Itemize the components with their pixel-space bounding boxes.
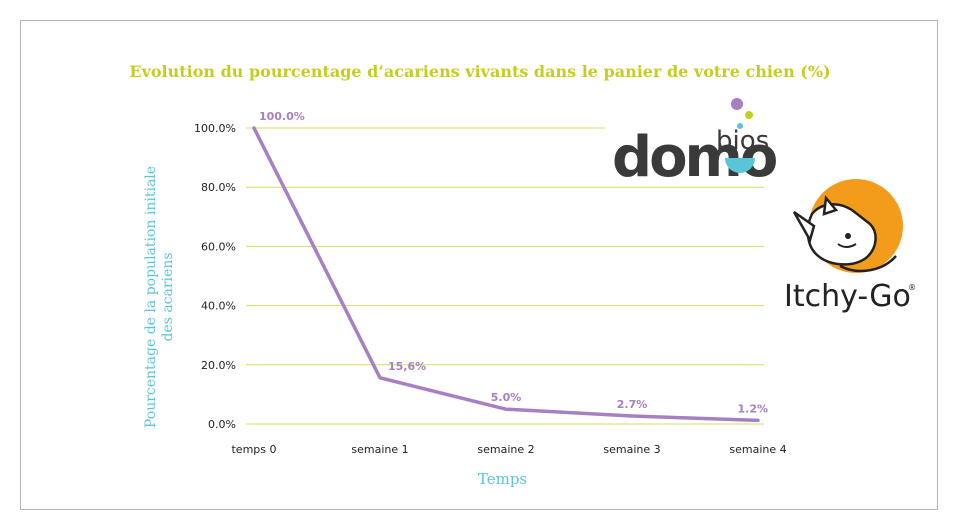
y-tick-label: 0.0%: [208, 418, 236, 431]
domobios-logo: domo bios: [612, 96, 787, 180]
x-axis-ticks: temps 0 semaine 1 semaine 2 semaine 3 semain…: [231, 443, 786, 456]
dog-mouth-icon: [837, 243, 857, 248]
y-axis-ticks: 0.0% 20.0% 40.0% 60.0% 80.0% 100.0%: [194, 122, 236, 431]
dog-ear-2-icon: [822, 194, 839, 216]
y-tick-label: 80.0%: [201, 181, 236, 194]
y-tick-label: 100.0%: [194, 122, 236, 135]
y-tick-label: 20.0%: [201, 359, 236, 372]
logo-registered-mark: ®: [908, 283, 916, 292]
logo-dot-blue: [737, 123, 743, 129]
dog-eye-icon: [845, 233, 851, 239]
logo-bios-text: bios: [716, 126, 769, 156]
x-axis-title: Temps: [477, 470, 528, 488]
series-line-group: [252, 126, 760, 423]
y-tick-label: 40.0%: [201, 300, 236, 313]
data-label: 100.0%: [259, 110, 305, 123]
data-label: 15,6%: [388, 360, 426, 373]
data-label: 1.2%: [737, 402, 768, 415]
logo-water-fill: [725, 158, 755, 173]
data-label: 5.0%: [491, 391, 522, 404]
itchygo-logo: Itchy-Go ®: [784, 179, 916, 314]
x-tick-label: semaine 3: [603, 443, 660, 456]
data-labels: 100.0% 15,6% 5.0% 2.7% 1.2%: [259, 110, 768, 415]
dog-head-icon: [806, 202, 877, 266]
logo-itchygo-text: Itchy-Go: [784, 279, 911, 314]
logo-domo-text: domo: [612, 125, 777, 180]
logo-dot-green: [745, 111, 753, 119]
logo-backdrop: [612, 96, 787, 180]
chart-title: Evolution du pourcentage d’acariens viva…: [129, 62, 831, 81]
data-label: 2.7%: [617, 398, 648, 411]
dog-body-line-icon: [839, 255, 897, 273]
dog-ear-icon: [792, 210, 816, 244]
x-tick-label: semaine 4: [729, 443, 786, 456]
x-tick-label: semaine 2: [477, 443, 534, 456]
logo-dot-purple: [731, 98, 743, 110]
gridlines: [246, 127, 764, 425]
x-tick-label: temps 0: [231, 443, 276, 456]
x-tick-label: semaine 1: [351, 443, 408, 456]
y-tick-label: 60.0%: [201, 240, 236, 253]
